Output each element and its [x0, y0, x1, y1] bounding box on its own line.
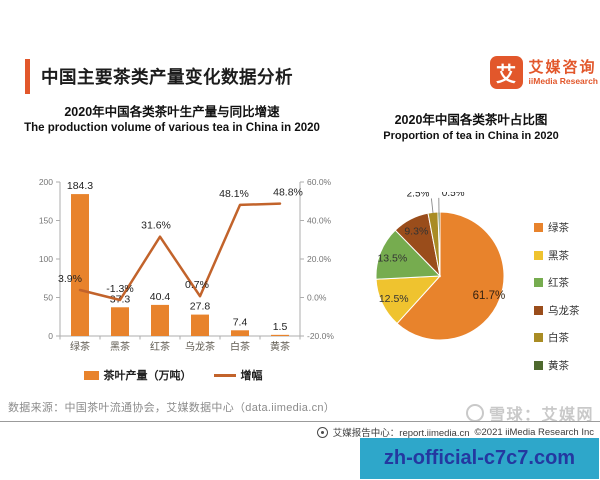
- legend-item: 乌龙茶: [534, 303, 580, 318]
- svg-text:0.5%: 0.5%: [442, 192, 465, 199]
- svg-text:2.5%: 2.5%: [407, 192, 430, 199]
- legend-item-production: 茶叶产量（万吨）: [83, 367, 192, 383]
- legend-item: 黑茶: [534, 248, 580, 263]
- report-center-line: 艾媒报告中心：report.iimedia.cn ©2021 iiMedia R…: [316, 425, 594, 439]
- legend-swatch-icon: [534, 333, 543, 342]
- svg-text:61.7%: 61.7%: [473, 290, 506, 302]
- svg-text:48.1%: 48.1%: [219, 188, 249, 200]
- iimedia-logo-icon: 艾: [489, 56, 523, 89]
- svg-text:乌龙茶: 乌龙茶: [185, 340, 215, 353]
- svg-text:黑茶: 黑茶: [110, 340, 130, 353]
- svg-text:9.3%: 9.3%: [404, 226, 428, 238]
- legend-label: 乌龙茶: [548, 304, 580, 317]
- svg-text:184.3: 184.3: [67, 180, 93, 192]
- legend-swatch-icon: [534, 223, 543, 232]
- legend-label: 白茶: [548, 332, 569, 344]
- svg-text:40.0%: 40.0%: [307, 216, 332, 226]
- svg-text:50: 50: [44, 293, 54, 303]
- legend-label: 红茶: [548, 277, 569, 289]
- svg-text:200: 200: [39, 177, 53, 187]
- pie-legend: 绿茶黑茶红茶乌龙茶白茶黄茶: [534, 220, 580, 373]
- brand-name-en: iiMedia Research: [528, 76, 598, 86]
- svg-text:3.9%: 3.9%: [58, 273, 82, 285]
- data-source-note: 数据来源：中国茶叶流通协会，艾媒数据中心（data.iimedia.cn）: [8, 402, 336, 414]
- xueqiu-watermark-text: 雪球：艾媒网: [488, 407, 594, 424]
- svg-text:1.5: 1.5: [273, 321, 288, 333]
- svg-text:27.8: 27.8: [190, 301, 211, 313]
- footer-divider: [0, 421, 600, 422]
- svg-text:0.0%: 0.0%: [307, 293, 327, 303]
- legend-item: 黄茶: [534, 358, 580, 373]
- legend-swatch-icon: [534, 278, 543, 287]
- svg-text:-20.0%: -20.0%: [307, 331, 334, 341]
- legend-swatch-icon: [534, 305, 543, 315]
- page-title: 中国主要茶类产量变化数据分析: [41, 66, 293, 87]
- legend-label: 黄茶: [548, 359, 569, 372]
- legend-item: 绿茶: [534, 220, 580, 235]
- svg-text:黄茶: 黄茶: [270, 340, 290, 353]
- svg-text:12.5%: 12.5%: [379, 293, 409, 305]
- svg-text:红茶: 红茶: [150, 340, 170, 353]
- svg-text:48.8%: 48.8%: [273, 187, 303, 199]
- pie-chart-title: 2020年中国各类茶叶占比图: [394, 113, 548, 127]
- title-accent-bar: [25, 58, 30, 94]
- svg-text:白茶: 白茶: [230, 340, 250, 353]
- svg-text:0.7%: 0.7%: [185, 279, 209, 291]
- legend-label: 绿茶: [548, 222, 569, 234]
- svg-text:40.4: 40.4: [150, 291, 171, 303]
- combo-chart-legend: 茶叶产量（万吨） 增幅: [12, 367, 334, 383]
- header: 中国主要茶类产量变化数据分析: [25, 56, 594, 96]
- svg-text:0: 0: [48, 331, 53, 341]
- combo-chart-subtitle: The production volume of various tea in …: [24, 122, 320, 134]
- legend-label-production: 茶叶产量（万吨）: [103, 370, 192, 382]
- brand-name-cn: 艾媒咨询: [528, 59, 597, 76]
- domain-overlay[interactable]: zh-official-c7c7.com: [360, 438, 599, 479]
- legend-item-growth: 增幅: [213, 367, 263, 383]
- iimedia-logo: 艾 艾媒咨询 iiMedia Research: [489, 56, 598, 89]
- xueqiu-logo-icon: [465, 404, 484, 422]
- pie-chart: 61.7% 12.5% 13.5% 9.3% 2.5% 0.5%: [375, 192, 506, 341]
- iimedia-report-icon: [316, 426, 328, 438]
- legend-item: 白茶: [534, 330, 580, 345]
- svg-text:31.6%: 31.6%: [141, 220, 171, 232]
- pie-chart-subtitle: Proportion of tea in China in 2020: [383, 130, 559, 142]
- report-center-text: 艾媒报告中心：report.iimedia.cn: [332, 428, 470, 439]
- svg-text:150: 150: [39, 216, 53, 226]
- svg-text:60.0%: 60.0%: [307, 177, 332, 187]
- svg-text:13.5%: 13.5%: [377, 252, 407, 264]
- svg-text:-1.3%: -1.3%: [106, 283, 133, 295]
- svg-text:绿茶: 绿茶: [70, 340, 90, 353]
- legend-swatch-icon: [534, 360, 543, 370]
- legend-item: 红茶: [534, 275, 580, 290]
- bar-swatch-icon: [83, 370, 99, 380]
- legend-label: 黑茶: [548, 249, 569, 262]
- legend-label-growth: 增幅: [240, 370, 263, 382]
- combo-bar-line-chart: 0 50 100 150 200 -20.0% 0.0% 20.0% 40.0% 60.0% 184…: [39, 177, 334, 353]
- svg-text:7.4: 7.4: [233, 316, 248, 328]
- svg-text:100: 100: [39, 254, 53, 264]
- combo-chart-title: 2020年中国各类茶叶生产量与同比增速: [64, 105, 280, 119]
- svg-text:20.0%: 20.0%: [307, 254, 332, 264]
- line-swatch-icon: [213, 373, 236, 377]
- copyright-text: ©2021 iiMedia Research Inc: [474, 426, 594, 438]
- legend-swatch-icon: [534, 250, 543, 260]
